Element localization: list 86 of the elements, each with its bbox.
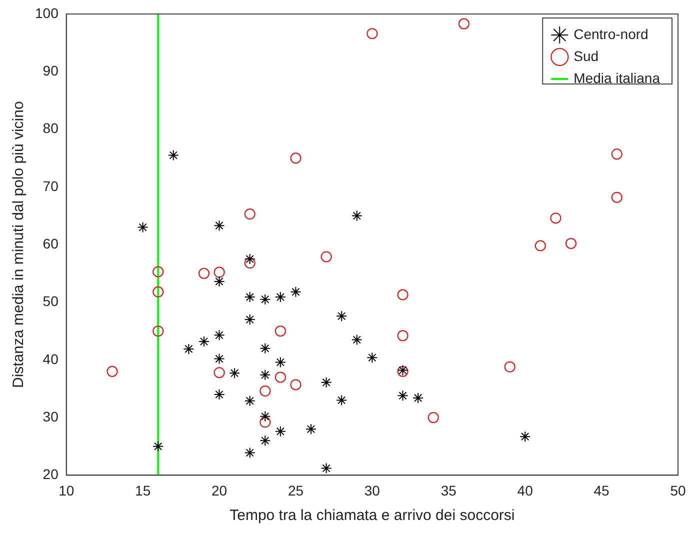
point bbox=[198, 268, 210, 279]
point bbox=[534, 240, 546, 252]
point bbox=[244, 447, 256, 458]
point bbox=[214, 266, 225, 278]
point bbox=[152, 266, 164, 278]
point bbox=[214, 367, 225, 378]
point bbox=[260, 369, 271, 380]
x-axis-title: Tempo tra la chiamata e arrivo dei soccorsi bbox=[230, 507, 515, 524]
point bbox=[152, 326, 164, 337]
point bbox=[244, 254, 256, 265]
point bbox=[244, 258, 256, 269]
point bbox=[520, 431, 531, 442]
point bbox=[306, 424, 317, 435]
point bbox=[565, 238, 576, 249]
x-tick-label: 10 bbox=[58, 482, 74, 498]
point bbox=[550, 212, 562, 224]
point bbox=[290, 152, 302, 164]
y-tick-label: 100 bbox=[35, 4, 59, 21]
point bbox=[397, 289, 408, 300]
y-tick-label: 70 bbox=[42, 178, 59, 194]
point bbox=[260, 386, 271, 397]
point bbox=[611, 192, 622, 203]
y-tick-label: 40 bbox=[42, 350, 59, 367]
point bbox=[214, 220, 225, 232]
y-tick-label: 90 bbox=[42, 62, 59, 79]
point bbox=[260, 342, 271, 354]
point bbox=[366, 28, 378, 40]
y-tick-label: 60 bbox=[42, 235, 59, 252]
point bbox=[214, 330, 225, 341]
point bbox=[397, 330, 408, 342]
point bbox=[106, 366, 118, 377]
y-tick-label: 30 bbox=[42, 408, 59, 424]
point bbox=[351, 210, 362, 222]
y-tick-label: 50 bbox=[42, 293, 59, 310]
point bbox=[244, 208, 256, 220]
point bbox=[183, 343, 194, 354]
point bbox=[198, 336, 210, 347]
point bbox=[274, 356, 286, 368]
y-tick-label: 20 bbox=[42, 466, 59, 482]
point bbox=[244, 314, 256, 326]
point bbox=[260, 435, 271, 446]
x-tick-label: 20 bbox=[211, 482, 228, 498]
x-tick-label: 15 bbox=[135, 482, 151, 498]
point bbox=[336, 394, 348, 406]
legend-label: Media italiana bbox=[574, 70, 660, 86]
point bbox=[366, 352, 378, 364]
point bbox=[137, 222, 148, 233]
point bbox=[260, 294, 271, 305]
point bbox=[274, 426, 286, 437]
point bbox=[611, 148, 622, 160]
point bbox=[229, 368, 240, 379]
point bbox=[260, 416, 271, 428]
x-tick-label: 50 bbox=[670, 482, 686, 498]
point bbox=[336, 310, 348, 322]
point bbox=[351, 334, 362, 346]
x-tick-label: 25 bbox=[288, 482, 304, 498]
point bbox=[412, 392, 424, 404]
point bbox=[274, 326, 286, 337]
point bbox=[274, 372, 286, 383]
point bbox=[214, 388, 225, 400]
point bbox=[274, 292, 286, 303]
point bbox=[320, 462, 332, 474]
point bbox=[290, 286, 302, 298]
point bbox=[428, 412, 439, 424]
x-tick-label: 40 bbox=[517, 482, 534, 498]
point bbox=[504, 361, 516, 372]
point bbox=[320, 251, 332, 262]
legend-label: Centro-nord bbox=[574, 26, 648, 42]
point bbox=[397, 390, 408, 402]
point bbox=[168, 150, 179, 161]
legend-label: Sud bbox=[574, 48, 599, 64]
point bbox=[244, 395, 256, 406]
point bbox=[152, 286, 164, 298]
point bbox=[320, 376, 332, 388]
y-tick-label: 80 bbox=[42, 120, 59, 136]
point bbox=[290, 379, 302, 390]
point bbox=[214, 353, 225, 364]
point bbox=[152, 440, 164, 452]
point bbox=[214, 276, 225, 287]
point bbox=[260, 410, 271, 422]
point bbox=[458, 18, 470, 30]
y-axis-title: Distanza media in minuti dal polo più vicino bbox=[10, 101, 28, 388]
x-tick-label: 45 bbox=[594, 482, 610, 498]
x-tick-label: 30 bbox=[364, 482, 380, 498]
point bbox=[244, 292, 256, 303]
x-tick-label: 35 bbox=[440, 482, 457, 498]
